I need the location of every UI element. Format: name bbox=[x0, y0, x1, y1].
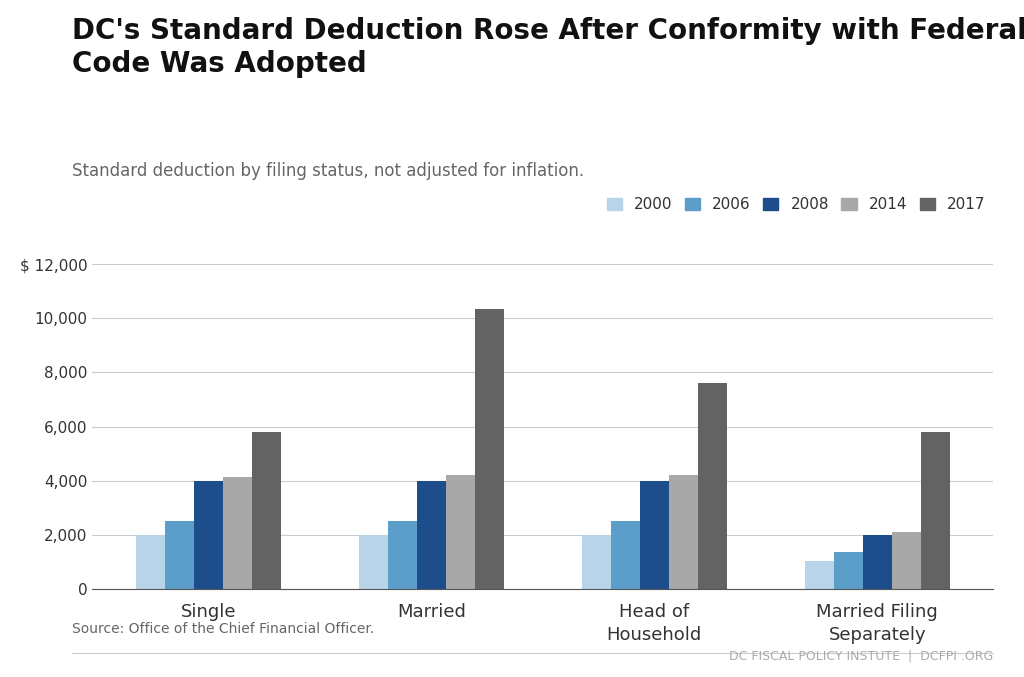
Text: DC FISCAL POLICY INSTUTE  |  DCFPI .ORG: DC FISCAL POLICY INSTUTE | DCFPI .ORG bbox=[729, 649, 993, 662]
Bar bbox=[610, 521, 640, 589]
Text: Source: Office of the Chief Financial Officer.: Source: Office of the Chief Financial Of… bbox=[72, 622, 374, 636]
Bar bbox=[475, 309, 504, 589]
Bar bbox=[445, 475, 475, 589]
Text: Standard deduction by filing status, not adjusted for inflation.: Standard deduction by filing status, not… bbox=[72, 162, 584, 181]
Bar bbox=[194, 481, 222, 589]
Bar bbox=[805, 561, 834, 589]
Bar bbox=[834, 552, 863, 589]
Bar bbox=[921, 432, 950, 589]
Bar bbox=[640, 481, 669, 589]
Bar bbox=[582, 535, 610, 589]
Bar bbox=[417, 481, 445, 589]
Bar bbox=[892, 532, 921, 589]
Legend: 2000, 2006, 2008, 2014, 2017: 2000, 2006, 2008, 2014, 2017 bbox=[606, 197, 986, 212]
Text: DC's Standard Deduction Rose After Conformity with Federal Tax
Code Was Adopted: DC's Standard Deduction Rose After Confo… bbox=[72, 17, 1024, 79]
Bar bbox=[863, 535, 892, 589]
Bar bbox=[135, 535, 165, 589]
Bar bbox=[252, 432, 281, 589]
Bar bbox=[358, 535, 388, 589]
Bar bbox=[697, 383, 727, 589]
Bar bbox=[669, 475, 697, 589]
Bar bbox=[388, 521, 417, 589]
Bar bbox=[222, 477, 252, 589]
Bar bbox=[165, 521, 194, 589]
